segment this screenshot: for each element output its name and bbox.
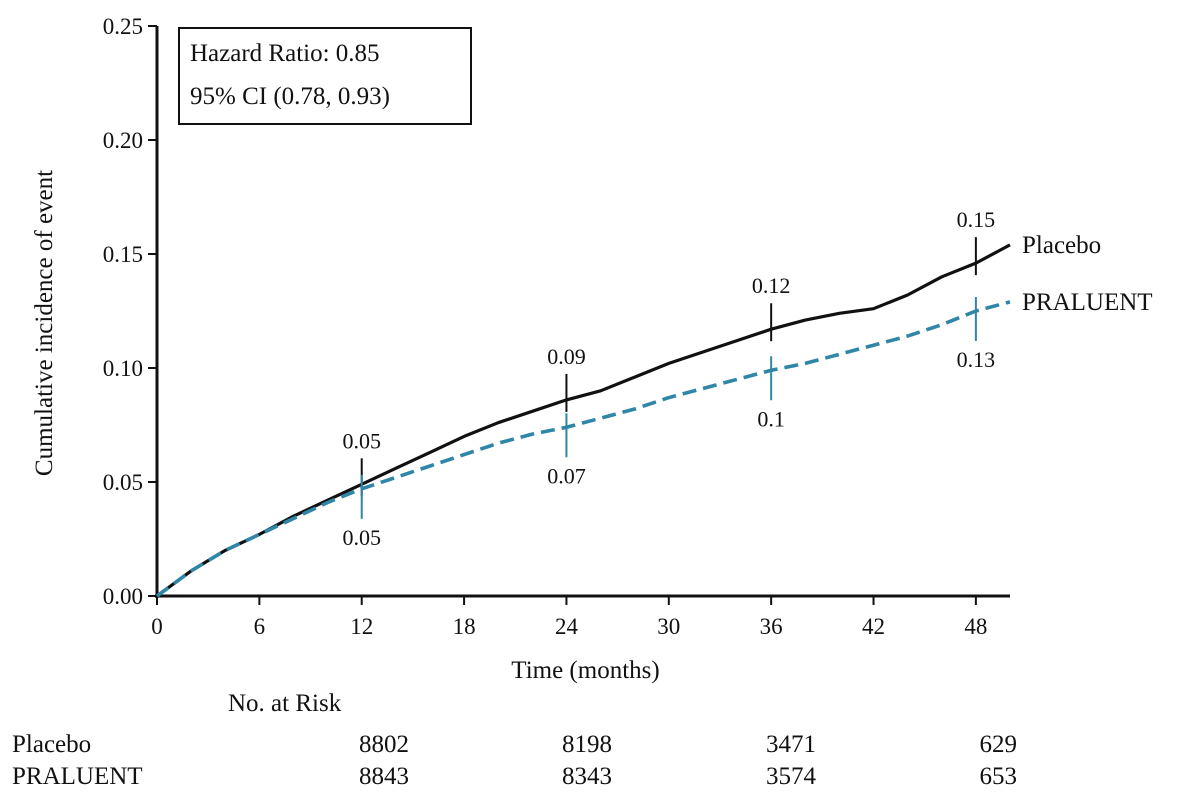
risk-value-placebo-24: 8198: [562, 731, 612, 758]
y-tick-label: 0.10: [103, 356, 143, 381]
marker-label-placebo: 0.05: [342, 428, 381, 453]
x-tick-label: 6: [254, 614, 266, 639]
risk-row-label-praluent: PRALUENT: [12, 763, 143, 790]
x-tick-label: 30: [657, 614, 680, 639]
marker-label-praluent: 0.13: [957, 347, 996, 372]
marker-label-placebo: 0.12: [752, 273, 791, 298]
x-tick-label: 12: [350, 614, 373, 639]
x-tick-label: 36: [760, 614, 783, 639]
marker-label-placebo: 0.09: [547, 344, 586, 369]
marker-label-praluent: 0.07: [547, 463, 586, 488]
risk-value-praluent-24: 8343: [562, 763, 612, 790]
series-label-placebo: Placebo: [1022, 232, 1101, 259]
y-axis-title: Cumulative incidence of event: [31, 170, 58, 476]
risk-value-praluent-36: 3574: [766, 763, 816, 790]
y-tick-label: 0.00: [103, 584, 143, 609]
km-chart: 0.00 0.05 0.10 0.15 0.20 0.25 0 6 12 18 24 30 36 42 48…: [31, 14, 1153, 684]
y-tick-label: 0.05: [103, 470, 143, 495]
risk-value-placebo-36: 3471: [766, 731, 816, 758]
x-tick-label: 24: [555, 614, 579, 639]
series-line-praluent: [155, 300, 1011, 598]
y-tick-label: 0.25: [103, 14, 143, 39]
y-tick-label: 0.20: [103, 128, 143, 153]
confidence-interval-text: 95% CI (0.78, 0.93): [190, 83, 390, 110]
x-tick-label: 18: [453, 614, 476, 639]
risk-row-label-placebo: Placebo: [12, 731, 92, 758]
x-tick-label: 42: [862, 614, 885, 639]
risk-value-placebo-48: 629: [979, 731, 1018, 758]
x-axis-title: Time (months): [511, 657, 659, 684]
marker-label-praluent: 0.1: [757, 406, 785, 431]
risk-value-placebo-12: 8802: [359, 731, 409, 758]
hazard-ratio-box: [178, 27, 472, 125]
risk-table-title: No. at Risk: [228, 690, 342, 717]
marker-label-praluent: 0.05: [342, 525, 381, 550]
series-label-praluent: PRALUENT: [1022, 289, 1153, 316]
series-line-placebo: [156, 243, 1011, 598]
x-tick-label: 48: [964, 614, 987, 639]
marker-label-placebo: 0.15: [957, 207, 996, 232]
x-tick-label: 0: [151, 614, 163, 639]
hazard-ratio-text: Hazard Ratio: 0.85: [190, 40, 380, 67]
risk-value-praluent-12: 8843: [359, 763, 409, 790]
y-tick-label: 0.15: [103, 242, 143, 267]
risk-value-praluent-48: 653: [979, 763, 1018, 790]
